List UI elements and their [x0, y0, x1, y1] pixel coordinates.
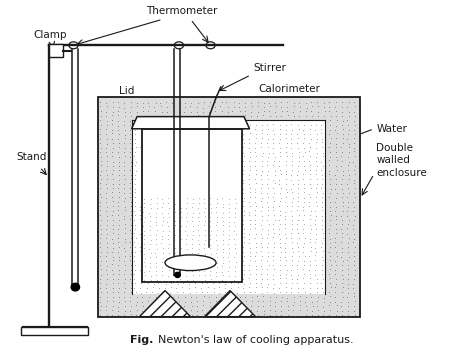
- Polygon shape: [132, 116, 249, 129]
- Ellipse shape: [165, 255, 216, 271]
- Text: Stirrer: Stirrer: [253, 63, 286, 73]
- Text: Fig.: Fig.: [130, 335, 154, 345]
- Text: Clamp: Clamp: [34, 30, 67, 40]
- Text: Calorimeter: Calorimeter: [258, 84, 320, 94]
- Bar: [49, 44, 63, 58]
- Text: Water: Water: [376, 124, 407, 134]
- Text: Double
walled
enclosure: Double walled enclosure: [376, 143, 427, 178]
- Bar: [98, 98, 360, 317]
- Polygon shape: [139, 290, 191, 317]
- Text: Newton's law of cooling apparatus.: Newton's law of cooling apparatus.: [158, 335, 354, 345]
- Bar: [21, 327, 88, 335]
- Text: Stand: Stand: [16, 152, 47, 162]
- Ellipse shape: [175, 272, 180, 278]
- Polygon shape: [204, 290, 255, 317]
- Ellipse shape: [71, 283, 80, 291]
- Bar: [132, 120, 325, 294]
- Text: Thermometer: Thermometer: [146, 6, 217, 16]
- Text: Lid: Lid: [118, 86, 134, 96]
- Bar: [142, 129, 242, 282]
